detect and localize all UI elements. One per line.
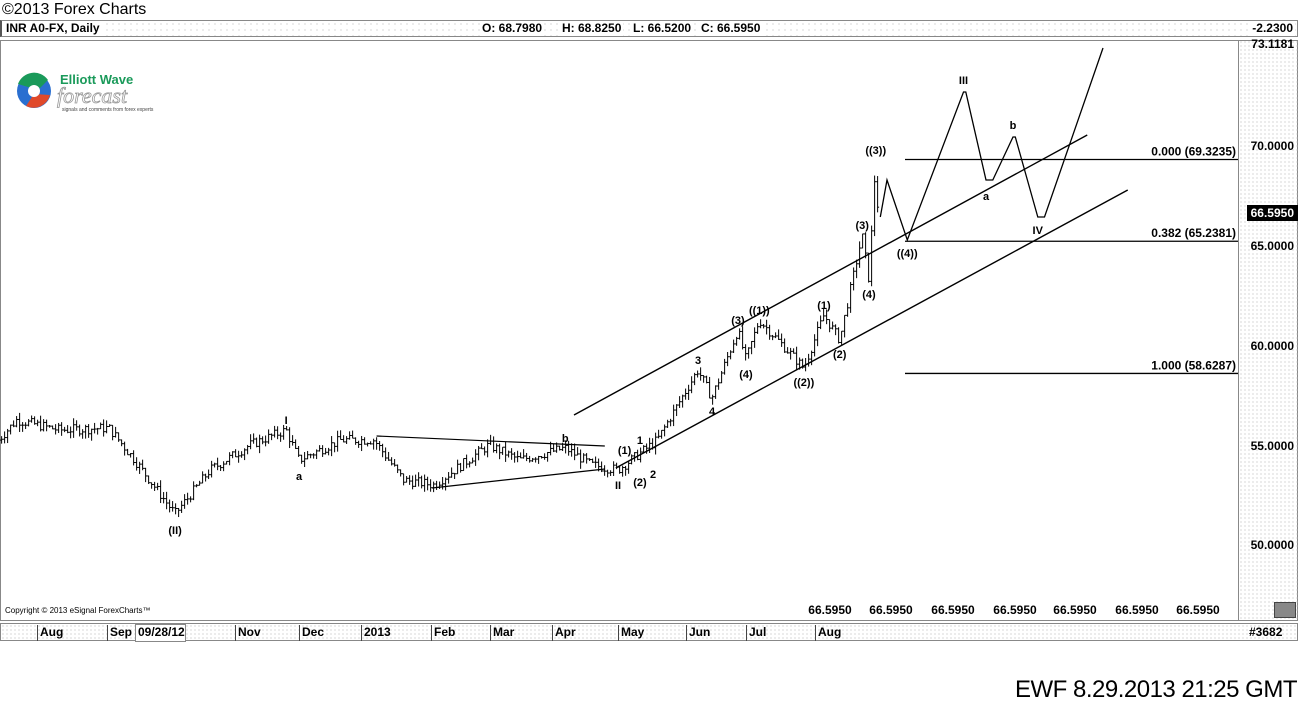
chart-header: INR A0-FX, Daily O: 68.7980 H: 68.8250 L… [0, 20, 1298, 37]
scale-toggle-button[interactable] [1274, 602, 1296, 618]
logo-center [28, 85, 40, 97]
wave-label: II [615, 480, 621, 492]
time-label: Feb [431, 625, 455, 641]
logo-swirl-red [26, 94, 50, 108]
close-value: C: 66.5950 [699, 21, 763, 36]
price-tick: 60.0000 [1250, 339, 1294, 353]
bottom-value: 66.5950 [993, 603, 1037, 617]
bottom-value: 66.5950 [869, 603, 913, 617]
wave-label: III [959, 75, 968, 87]
triangle-line [376, 435, 605, 447]
symbol-label: INR A0-FX, Daily [4, 21, 102, 36]
current-price-box: 66.5950 [1246, 205, 1298, 221]
wave-label: a [296, 471, 303, 483]
wave-label: 2 [650, 469, 656, 481]
fib-level-label: 0.000 (69.3235) [1151, 145, 1236, 159]
fib-level-label: 0.382 (65.2381) [1151, 226, 1236, 240]
wave-label: (4) [739, 369, 753, 381]
price-axis[interactable]: 73.1181 70.0000 65.0000 60.0000 55.0000 … [1238, 37, 1298, 621]
timestamp-footer: EWF 8.29.2013 21:25 GMT [1015, 676, 1297, 703]
wave-label: (3) [856, 220, 870, 232]
wave-label: (1) [817, 300, 831, 312]
bottom-value: 66.5950 [1176, 603, 1220, 617]
wave-label: ((4)) [897, 248, 918, 260]
price-axis-top-value: 73.1181 [1251, 37, 1294, 51]
logo-tagline: signals and comments from forex experts [62, 107, 154, 113]
wave-label: a [983, 191, 990, 203]
price-tick: 55.0000 [1250, 439, 1294, 453]
projection-path [879, 47, 1104, 242]
bottom-value: 66.5950 [808, 603, 852, 617]
channel-line [573, 134, 1088, 416]
price-tick: 65.0000 [1250, 239, 1294, 253]
triangle-line [432, 468, 605, 489]
logo-text: Elliott Wave [60, 72, 133, 87]
fib-level-label: 1.000 (58.6287) [1151, 358, 1236, 372]
wave-label: (3) [731, 315, 745, 327]
wave-label: b [1010, 120, 1017, 132]
logo: Elliott Wave forecast signals and commen… [17, 72, 154, 113]
wave-label: (4) [862, 289, 876, 301]
bottom-value: 66.5950 [1053, 603, 1097, 617]
wave-label: ((3)) [865, 145, 886, 157]
bar-count: #3682 [1249, 625, 1283, 639]
time-label: Apr [552, 625, 576, 641]
high-value: H: 68.8250 [560, 21, 624, 36]
change-value: -2.2300 [1250, 21, 1295, 36]
time-label: May [618, 625, 644, 641]
wave-label: ((2)) [793, 377, 814, 389]
time-label: Dec [299, 625, 324, 641]
bottom-value: 66.5950 [931, 603, 975, 617]
low-value: L: 66.5200 [631, 21, 694, 36]
time-label: Nov [235, 625, 261, 641]
bottom-value: 66.5950 [1115, 603, 1159, 617]
crosshair-date-label: 09/28/12 [135, 624, 186, 642]
page-title: ©2013 Forex Charts [2, 1, 147, 18]
time-label: 2013 [361, 625, 391, 641]
time-axis[interactable]: Aug Sep 09/28/12 Nov Dec 2013 Feb Mar Ap… [0, 623, 1298, 642]
wave-label: 4 [709, 406, 716, 418]
wave-label: (2) [833, 349, 847, 361]
time-label: Aug [37, 625, 63, 641]
wave-label: IV [1033, 225, 1044, 237]
copyright-text: Copyright © 2013 eSignal ForexCharts™ [5, 606, 151, 615]
price-tick: 50.0000 [1250, 538, 1294, 552]
wave-label: I [285, 415, 288, 427]
channel-line [615, 189, 1129, 469]
wave-label: (2) [633, 477, 647, 489]
time-label: Jun [686, 625, 710, 641]
open-value: O: 68.7980 [480, 21, 545, 36]
time-label: Sep [107, 625, 132, 641]
wave-label: ((1)) [749, 305, 770, 317]
wave-label: (1) [618, 445, 632, 457]
logo-script: forecast [57, 83, 128, 108]
wave-label: (II) [168, 525, 182, 537]
wave-label: 1 [637, 435, 643, 447]
time-label: Mar [490, 625, 514, 641]
time-label: Aug [815, 625, 841, 641]
price-tick: 70.0000 [1250, 139, 1294, 153]
wave-label: b [562, 433, 569, 445]
logo-swirl-green [18, 72, 48, 90]
wave-label: 3 [695, 355, 701, 367]
time-label: Jul [746, 625, 766, 641]
